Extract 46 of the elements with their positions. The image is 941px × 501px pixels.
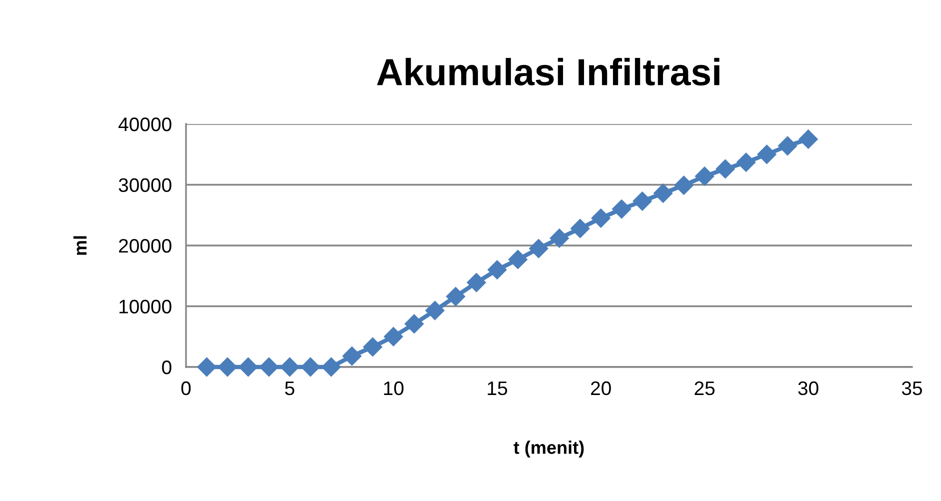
point xyxy=(259,357,279,377)
x-tick-label: 30 xyxy=(798,381,818,396)
point xyxy=(778,136,798,156)
point xyxy=(508,250,528,270)
point xyxy=(363,337,382,356)
point xyxy=(280,357,300,377)
point xyxy=(342,346,362,366)
point xyxy=(488,260,507,280)
point xyxy=(674,176,694,195)
y-tick-label: 20000 xyxy=(119,238,172,253)
point xyxy=(446,286,466,306)
x-tick-label: 20 xyxy=(591,381,611,396)
x-tick-label: 15 xyxy=(488,382,508,396)
x-tick-label: 35 xyxy=(902,381,922,396)
point xyxy=(612,200,632,219)
point xyxy=(300,357,320,377)
y-tick-label: 40000 xyxy=(118,117,172,132)
point xyxy=(550,228,569,248)
point xyxy=(404,314,424,334)
point xyxy=(716,159,735,178)
point xyxy=(425,300,444,320)
point xyxy=(757,144,776,164)
point xyxy=(384,327,403,346)
point xyxy=(654,184,673,203)
point xyxy=(736,152,756,172)
x-tick-label: 0 xyxy=(181,381,191,396)
point xyxy=(197,357,216,377)
point xyxy=(466,273,486,292)
x-axis-title: t (menit) xyxy=(514,440,584,458)
x-tick-label: 10 xyxy=(384,381,404,396)
point xyxy=(570,218,590,238)
point xyxy=(322,357,341,377)
x-tick-label: 25 xyxy=(694,381,715,396)
point xyxy=(238,357,258,377)
x-tick-label: 5 xyxy=(285,382,294,396)
y-axis-title: ml xyxy=(73,236,87,255)
point xyxy=(218,357,238,377)
y-tick-label: 0 xyxy=(162,360,172,374)
point xyxy=(695,166,714,186)
point xyxy=(798,130,818,149)
point xyxy=(632,192,652,211)
y-tick-label: 10000 xyxy=(120,300,172,314)
point xyxy=(591,208,610,228)
chart-title: Akumulasi Infiltrasi xyxy=(376,58,720,86)
point xyxy=(529,239,548,258)
y-tick-label: 30000 xyxy=(118,178,172,192)
